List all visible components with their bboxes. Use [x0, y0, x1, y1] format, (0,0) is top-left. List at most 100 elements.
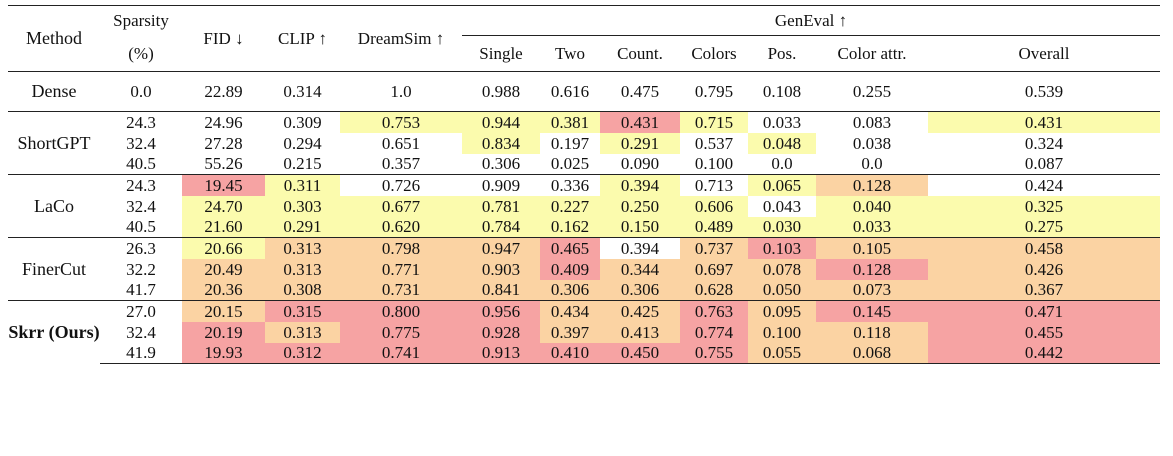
cell: 0.537 [694, 133, 734, 153]
cell: 0.755 [680, 342, 748, 364]
cell: 0.083 [816, 111, 928, 133]
cell: 0.944 [462, 111, 540, 133]
cell: 0.048 [748, 132, 816, 154]
cell: 0.903 [462, 258, 540, 280]
cell: 0.677 [340, 195, 462, 217]
cell: 0.394 [600, 237, 680, 259]
cell: 0.128 [816, 174, 928, 196]
method-dense: Dense [31, 81, 77, 101]
cell: 0.150 [600, 216, 680, 238]
cell: 0.606 [680, 195, 748, 217]
cell: 0.651 [381, 133, 421, 153]
cell: 20.66 [182, 237, 265, 259]
cell: 0.255 [852, 82, 892, 101]
col-dreamsim: DreamSim ↑ [340, 5, 462, 72]
cell: 0.458 [928, 237, 1160, 259]
cell: 0.250 [600, 195, 680, 217]
cell: 0.050 [748, 279, 816, 301]
method-laco: LaCo [8, 174, 100, 238]
col-geneval: GenEval ↑ [462, 5, 1160, 36]
cell: 0.336 [540, 174, 600, 196]
cell: 0.033 [748, 111, 816, 133]
cell: 0.753 [340, 111, 462, 133]
cell: 0.324 [1024, 133, 1064, 153]
cell: 24.96 [182, 111, 265, 133]
cell: 0.313 [265, 321, 340, 343]
cell: 0.475 [620, 82, 660, 101]
cell: 0.291 [265, 216, 340, 238]
cell: 0.539 [1024, 82, 1064, 101]
cell: 0.381 [540, 111, 600, 133]
cell: 0.450 [600, 342, 680, 364]
cell: 0.616 [550, 82, 590, 101]
cell: 0.025 [550, 154, 590, 174]
cell: 0.357 [381, 154, 421, 174]
table-row: 32.4 27.28 0.294 0.651 0.834 0.197 0.291… [8, 132, 1160, 154]
table-row: 32.2 20.49 0.313 0.771 0.903 0.409 0.344… [8, 258, 1160, 280]
results-table: Method Sparsity FID ↓ CLIP ↑ DreamSim ↑ … [8, 5, 1160, 364]
cell: 0.215 [283, 154, 322, 174]
cell: 0.105 [816, 237, 928, 259]
cell: 0.038 [852, 133, 892, 153]
cell: 0.275 [928, 216, 1160, 238]
cell: 0.078 [748, 258, 816, 280]
cell: 0.100 [748, 321, 816, 343]
table-row: 32.4 20.19 0.313 0.775 0.928 0.397 0.413… [8, 321, 1160, 343]
cell: 0.737 [680, 237, 748, 259]
cell: 0.394 [600, 174, 680, 196]
cell: 0.928 [462, 321, 540, 343]
table-row: 41.7 20.36 0.308 0.731 0.841 0.306 0.306… [8, 279, 1160, 301]
cell: 0.294 [283, 133, 322, 153]
cell: 24.3 [100, 174, 182, 196]
cell: 0.291 [600, 132, 680, 154]
cell: 27.28 [204, 133, 243, 153]
cell: 0.798 [340, 237, 462, 259]
cell: 0.834 [462, 132, 540, 154]
cell: 0.697 [680, 258, 748, 280]
cell: 0.800 [340, 300, 462, 322]
col-sparsity: Sparsity [100, 5, 182, 36]
table-row: 40.5 55.26 0.215 0.357 0.306 0.025 0.090… [8, 154, 1160, 175]
cell: 0.628 [680, 279, 748, 301]
cell: 0.731 [340, 279, 462, 301]
cell: 20.19 [182, 321, 265, 343]
cell: 0.434 [540, 300, 600, 322]
table-row: 40.5 21.60 0.291 0.620 0.784 0.162 0.150… [8, 216, 1160, 238]
col-pos: Pos. [748, 35, 816, 72]
cell: 0.426 [928, 258, 1160, 280]
cell: 0.303 [265, 195, 340, 217]
cell: 0.841 [462, 279, 540, 301]
cell: 1.0 [390, 82, 412, 101]
cell: 0.145 [816, 300, 928, 322]
cell: 0.308 [265, 279, 340, 301]
cell: 0.715 [680, 111, 748, 133]
cell: 0.313 [265, 258, 340, 280]
cell: 0.0 [771, 154, 793, 174]
cell: 55.26 [204, 154, 243, 174]
cell: 21.60 [182, 216, 265, 238]
cell: 0.043 [762, 196, 802, 216]
cell: 24.70 [182, 195, 265, 217]
method-shortgpt: ShortGPT [8, 111, 100, 175]
cell: 0.315 [265, 300, 340, 322]
table-row: FinerCut 26.3 20.66 0.313 0.798 0.947 0.… [8, 237, 1160, 301]
cell: 0.344 [600, 258, 680, 280]
table-row: Skrr (Ours) 27.0 20.15 0.315 0.800 0.956… [8, 300, 1160, 364]
cell: 0.410 [540, 342, 600, 364]
cell: 0.095 [748, 300, 816, 322]
cell: 22.89 [204, 82, 243, 101]
cell: 0.033 [816, 216, 928, 238]
cell: 0.620 [340, 216, 462, 238]
table-row: 41.9 19.93 0.312 0.741 0.913 0.410 0.450… [8, 342, 1160, 364]
cell: 0.442 [928, 342, 1160, 364]
cell: 0.103 [748, 237, 816, 259]
col-sparsity-unit: (%) [100, 35, 182, 72]
cell: 0.367 [928, 279, 1160, 301]
cell: 0.726 [340, 174, 462, 196]
cell: 0.763 [680, 300, 748, 322]
cell: 32.2 [126, 259, 156, 279]
table-row: ShortGPT 24.3 24.96 0.309 0.753 0.944 0.… [8, 111, 1160, 175]
cell: 0.055 [748, 342, 816, 364]
cell: 20.36 [182, 279, 265, 301]
